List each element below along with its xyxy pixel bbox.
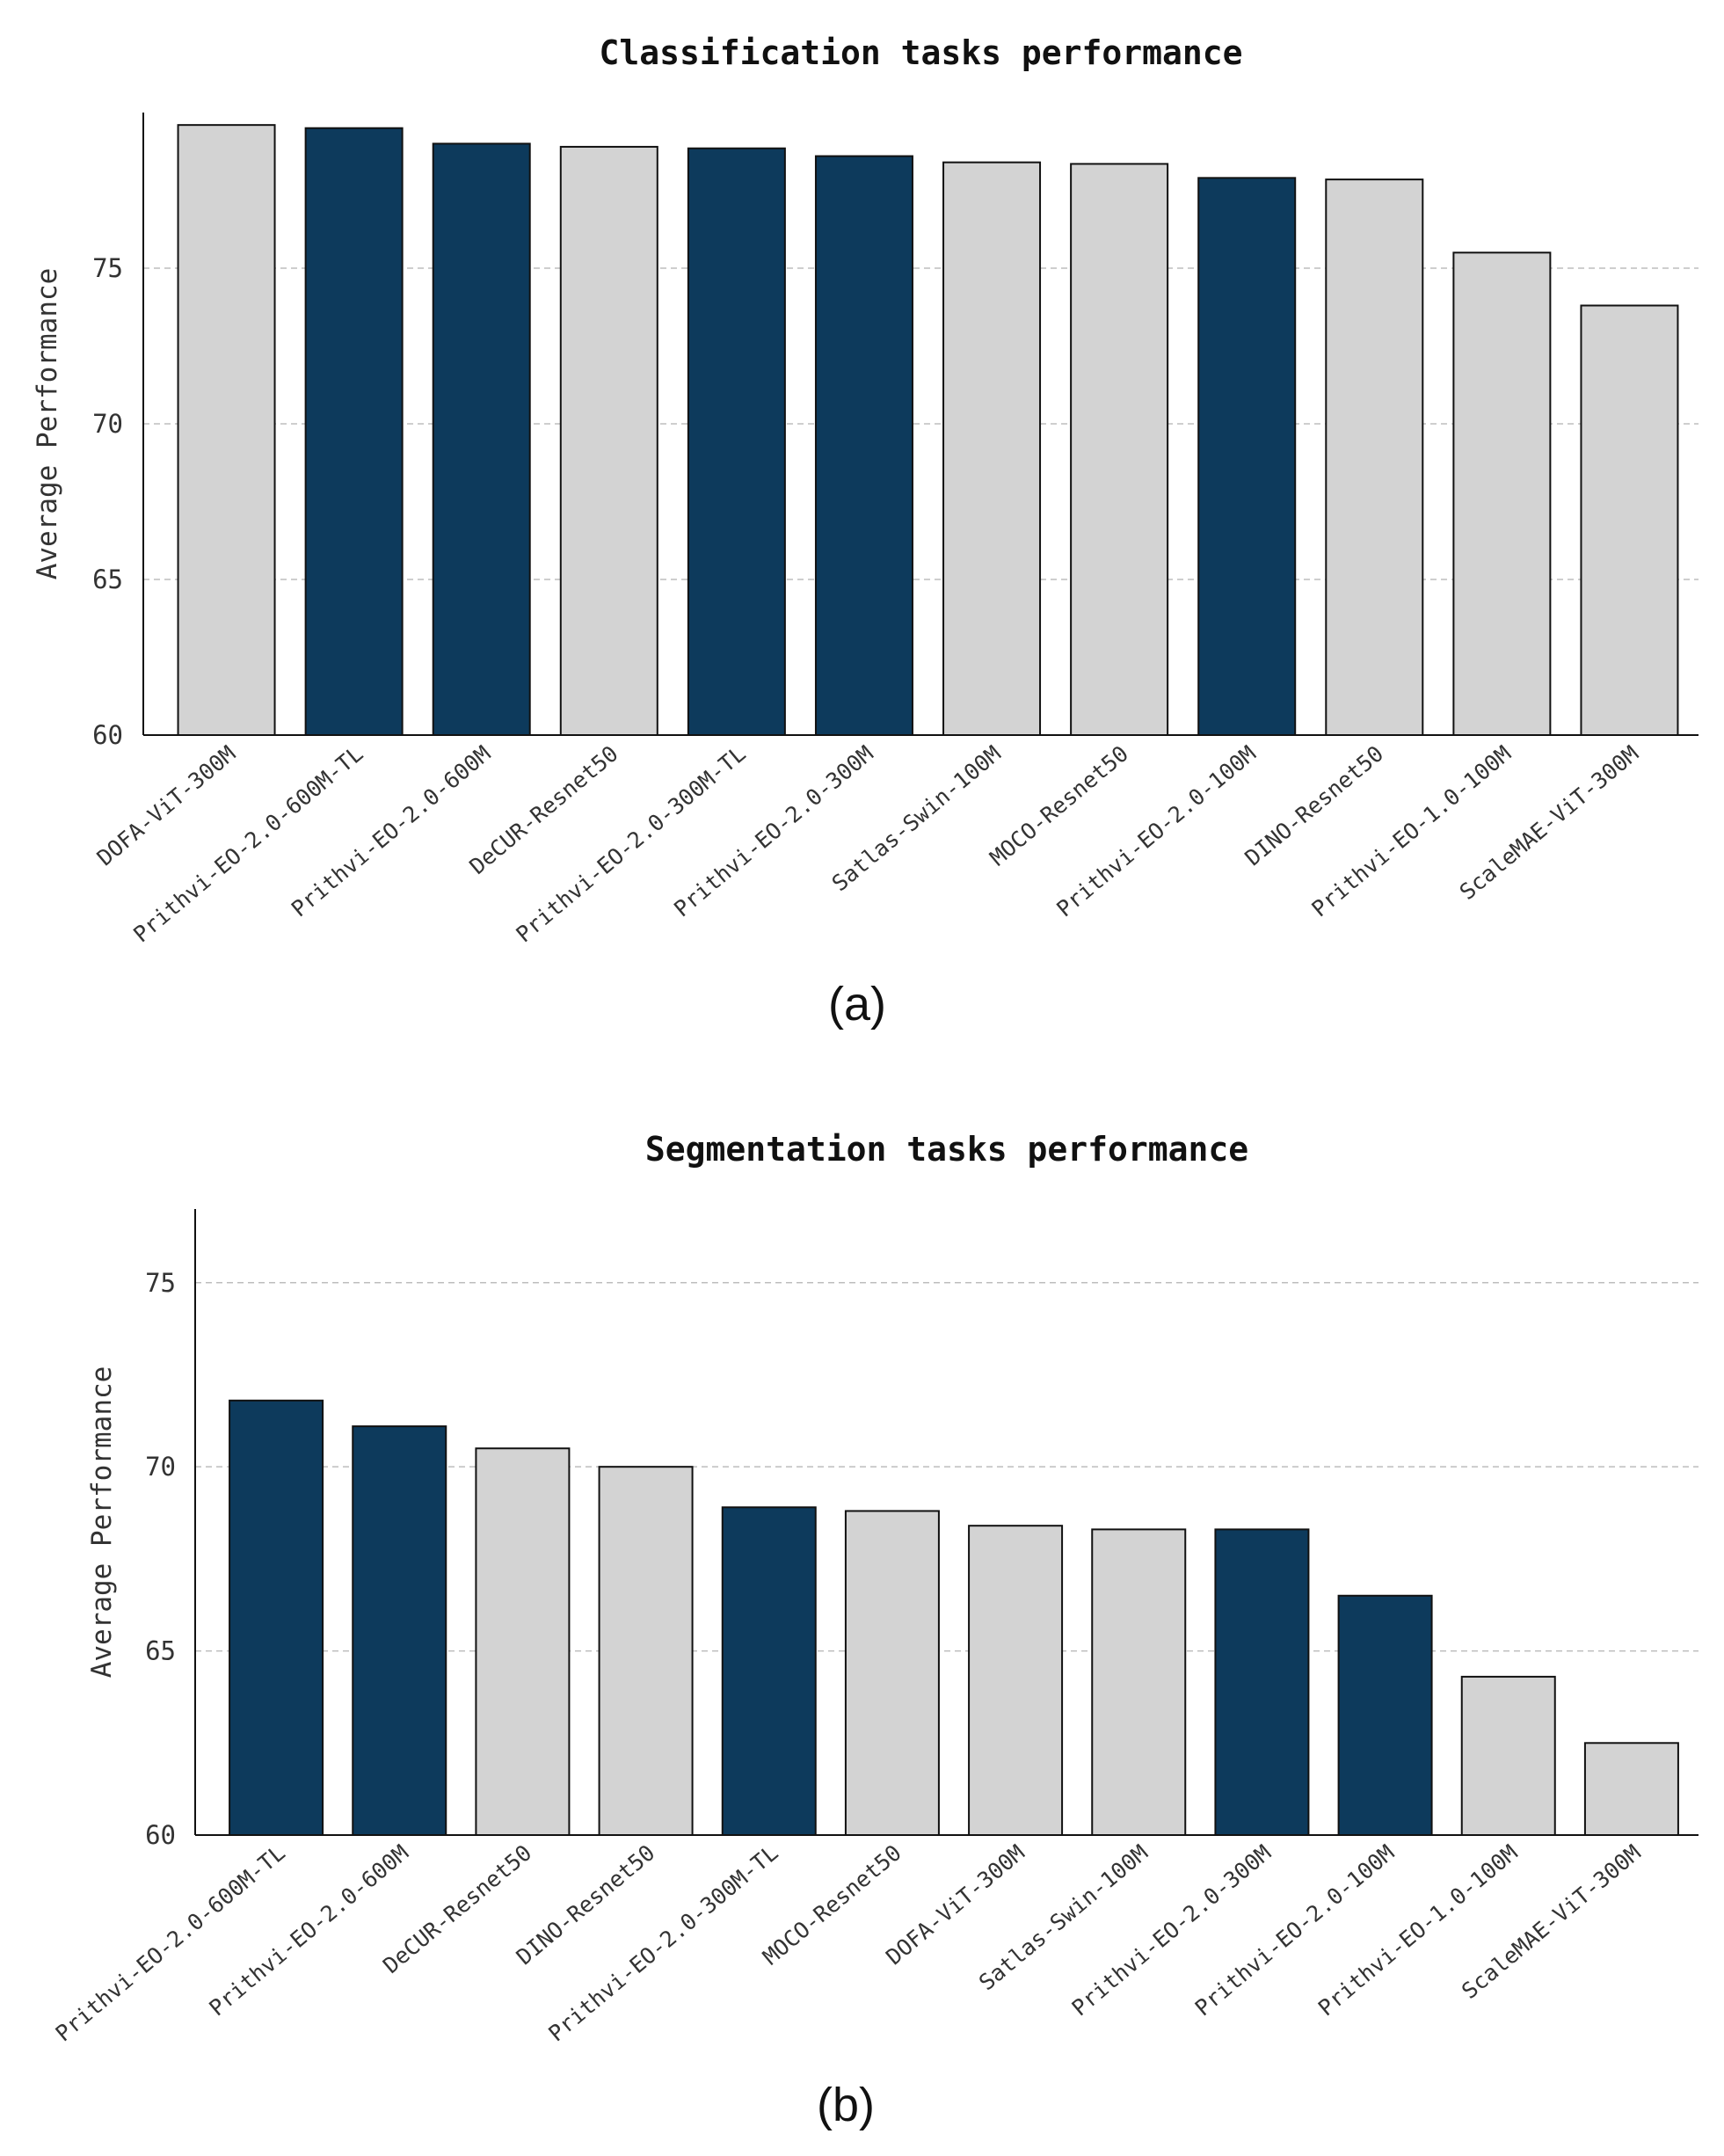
y-tick-label: 70	[92, 409, 123, 439]
bar	[1214, 1528, 1310, 1836]
axes	[142, 113, 1699, 736]
x-tick-label: Prithvi-EO-2.0-600M-TL	[51, 1839, 290, 2046]
bar	[721, 1506, 817, 1836]
bar	[844, 1510, 940, 1836]
bar	[304, 127, 404, 736]
chart-title: Segmentation tasks performance	[645, 1130, 1248, 1169]
bar	[1070, 163, 1169, 737]
bar	[559, 145, 658, 736]
bar	[177, 124, 276, 737]
bar	[432, 142, 531, 736]
bar	[1091, 1528, 1187, 1836]
y-tick-label: 75	[145, 1268, 176, 1298]
bar	[475, 1447, 571, 1837]
y-tick-labels: 60 65 70 75	[92, 253, 123, 750]
bar	[942, 161, 1042, 736]
bar	[687, 147, 786, 736]
panel-label: (b)	[817, 2079, 875, 2131]
bar	[814, 155, 913, 736]
x-tick-label: Prithvi-EO-1.0-100M	[1313, 1839, 1523, 2021]
bar	[598, 1466, 694, 1837]
y-axis-label: Average Performance	[32, 268, 63, 580]
bar	[1325, 178, 1424, 737]
bar	[1460, 1675, 1556, 1836]
bar	[229, 1399, 324, 1836]
y-tick-label: 65	[145, 1636, 176, 1666]
y-tick-label: 60	[92, 720, 123, 750]
bar	[968, 1525, 1064, 1836]
bar	[352, 1425, 447, 1836]
axes	[194, 1209, 1699, 1836]
x-tick-labels: Prithvi-EO-2.0-600M-TLPrithvi-EO-2.0-600…	[51, 1839, 1646, 2046]
bar-series	[229, 1399, 1679, 1837]
bar-series	[177, 124, 1679, 737]
classification-chart: Classification tasks performance Average…	[32, 33, 1699, 1031]
bar	[1452, 251, 1552, 736]
bar	[1580, 304, 1679, 736]
x-tick-label: DINO-Resnet50	[1240, 740, 1389, 870]
x-tick-label: Prithvi-EO-2.0-300M	[1067, 1839, 1277, 2021]
x-tick-label: DOFA-ViT-300M	[92, 740, 241, 870]
x-tick-label: Prithvi-EO-2.0-300M-TL	[543, 1839, 782, 2046]
gridlines	[195, 1282, 1699, 1652]
panel-label: (a)	[828, 978, 886, 1031]
segmentation-chart: Segmentation tasks performance Average P…	[51, 1130, 1699, 2131]
y-tick-label: 60	[145, 1820, 176, 1850]
y-axis-label: Average Performance	[86, 1366, 118, 1679]
x-tick-label: MOCO-Resnet50	[985, 740, 1133, 870]
x-tick-label: Prithvi-EO-2.0-300M-TL	[511, 740, 750, 947]
x-tick-label: Prithvi-EO-2.0-100M	[1190, 1839, 1400, 2021]
y-tick-label: 75	[92, 253, 123, 283]
bar	[1197, 177, 1297, 736]
bar	[1583, 1742, 1679, 1836]
x-tick-label: Prithvi-EO-2.0-600M	[204, 1839, 413, 2021]
y-tick-label: 70	[145, 1452, 176, 1482]
bar	[1337, 1594, 1433, 1836]
x-tick-label: Prithvi-EO-2.0-600M-TL	[128, 740, 367, 947]
y-tick-labels: 60 65 70 75	[145, 1268, 176, 1850]
y-tick-label: 65	[92, 564, 123, 594]
chart-title: Classification tasks performance	[599, 33, 1242, 72]
